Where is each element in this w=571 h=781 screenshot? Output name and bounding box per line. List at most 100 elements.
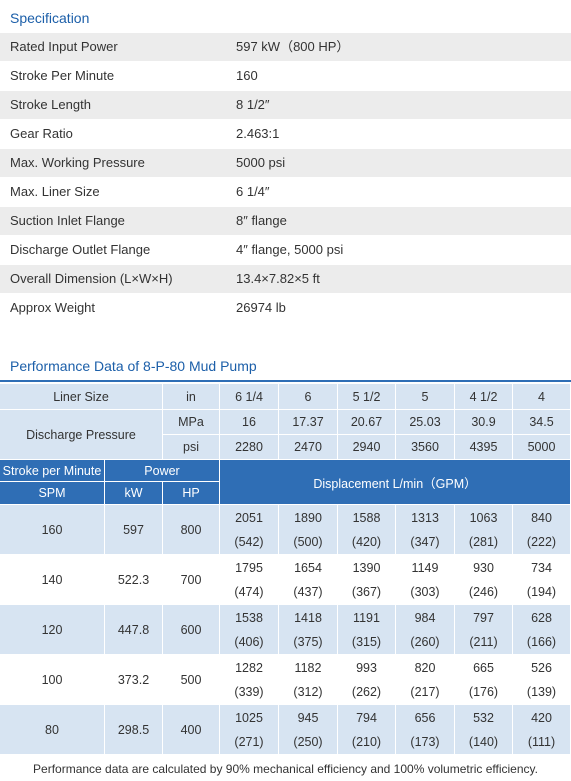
cell: (347): [396, 530, 455, 555]
header-cell: Displacement L/min（GPM）: [220, 460, 571, 505]
cell: 6: [279, 384, 338, 410]
spec-label: Overall Dimension (L×W×H): [10, 271, 173, 286]
cell: 2940: [338, 435, 396, 460]
spec-value: 8 1/2″: [236, 97, 270, 112]
header-cell: HP: [163, 482, 220, 505]
cell: (315): [338, 630, 396, 655]
cell: (250): [279, 730, 338, 755]
header-cell: psi: [163, 435, 220, 460]
cell: (339): [220, 680, 279, 705]
spec-value: 13.4×7.82×5 ft: [236, 271, 320, 286]
spec-row: [0, 294, 571, 322]
cell: 120: [0, 605, 105, 655]
spec-row: [0, 62, 571, 90]
spec-row: [0, 33, 571, 61]
cell: (111): [513, 730, 571, 755]
cell: 80: [0, 705, 105, 755]
cell: 5: [396, 384, 455, 410]
cell: 800: [163, 505, 220, 555]
section-title: Specification: [10, 10, 90, 26]
cell: (194): [513, 580, 571, 605]
cell: 2051: [220, 505, 279, 530]
spec-value: 26974 lb: [236, 300, 286, 315]
cell: (173): [396, 730, 455, 755]
cell: 1418: [279, 605, 338, 630]
cell: 420: [513, 705, 571, 730]
cell: (474): [220, 580, 279, 605]
cell: 628: [513, 605, 571, 630]
cell: (542): [220, 530, 279, 555]
cell: 1313: [396, 505, 455, 530]
cell: 2280: [220, 435, 279, 460]
cell: 840: [513, 505, 571, 530]
cell: 930: [455, 555, 513, 580]
cell: (210): [338, 730, 396, 755]
spec-value: 4″ flange, 5000 psi: [236, 242, 344, 257]
header-cell: Discharge Pressure: [0, 410, 163, 460]
cell: (420): [338, 530, 396, 555]
cell: 1654: [279, 555, 338, 580]
cell: 993: [338, 655, 396, 680]
spec-label: Gear Ratio: [10, 126, 73, 141]
cell: 1795: [220, 555, 279, 580]
spec-label: Max. Working Pressure: [10, 155, 145, 170]
cell: (375): [279, 630, 338, 655]
cell: 1025: [220, 705, 279, 730]
cell: 2470: [279, 435, 338, 460]
cell: 5 1/2: [338, 384, 396, 410]
cell: 734: [513, 555, 571, 580]
cell: 4: [513, 384, 571, 410]
cell: 1390: [338, 555, 396, 580]
cell: (281): [455, 530, 513, 555]
cell: 532: [455, 705, 513, 730]
header-cell: Stroke per Minute: [0, 460, 105, 482]
cell: 25.03: [396, 410, 455, 435]
cell: (262): [338, 680, 396, 705]
cell: 6 1/4: [220, 384, 279, 410]
cell: 5000: [513, 435, 571, 460]
cell: (217): [396, 680, 455, 705]
spec-row: [0, 207, 571, 235]
header-cell: Power: [105, 460, 220, 482]
cell: 1182: [279, 655, 338, 680]
cell: 34.5: [513, 410, 571, 435]
cell: (211): [455, 630, 513, 655]
header-cell: MPa: [163, 410, 220, 435]
cell: (140): [455, 730, 513, 755]
cell: 17.37: [279, 410, 338, 435]
spec-label: Rated Input Power: [10, 39, 118, 54]
cell: 4395: [455, 435, 513, 460]
cell: 1063: [455, 505, 513, 530]
spec-value: 5000 psi: [236, 155, 286, 170]
cell: (222): [513, 530, 571, 555]
footnote: Performance data are calculated by 90% m…: [33, 762, 538, 776]
header-cell: Liner Size: [0, 384, 163, 410]
cell: 100: [0, 655, 105, 705]
spec-label: Suction Inlet Flange: [10, 213, 125, 228]
cell: 447.8: [105, 605, 163, 655]
spec-label: Stroke Length: [10, 97, 91, 112]
cell: 3560: [396, 435, 455, 460]
spec-label: Discharge Outlet Flange: [10, 242, 151, 257]
cell: 522.3: [105, 555, 163, 605]
cell: 373.2: [105, 655, 163, 705]
cell: 526: [513, 655, 571, 680]
cell: (437): [279, 580, 338, 605]
header-cell: in: [163, 384, 220, 410]
cell: (367): [338, 580, 396, 605]
divider: [0, 380, 571, 382]
spec-label: Max. Liner Size: [10, 184, 100, 199]
cell: (166): [513, 630, 571, 655]
spec-row: [0, 178, 571, 206]
cell: (260): [396, 630, 455, 655]
cell: 160: [0, 505, 105, 555]
cell: 656: [396, 705, 455, 730]
cell: 665: [455, 655, 513, 680]
header-cell: kW: [105, 482, 163, 505]
cell: 16: [220, 410, 279, 435]
cell: 984: [396, 605, 455, 630]
cell: 298.5: [105, 705, 163, 755]
cell: 140: [0, 555, 105, 605]
cell: (406): [220, 630, 279, 655]
cell: 945: [279, 705, 338, 730]
